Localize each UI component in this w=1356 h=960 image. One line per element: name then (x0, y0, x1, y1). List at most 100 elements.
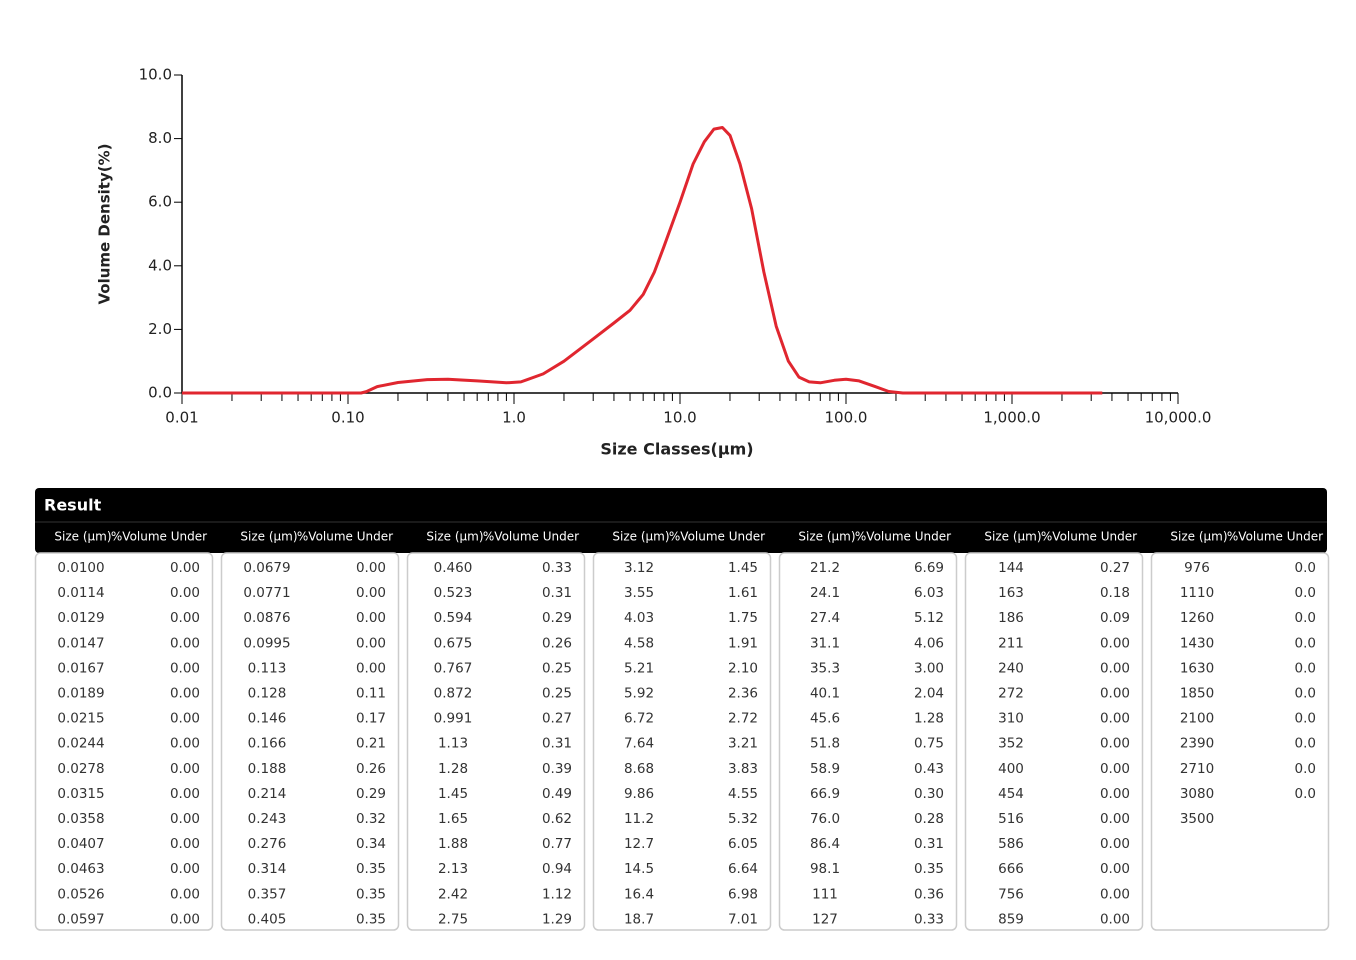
table-group-box (406, 552, 586, 931)
size-cell: 6.72 (624, 711, 654, 727)
volume-cell: 0.77 (542, 836, 572, 852)
size-cell: 0.276 (248, 836, 287, 852)
x-tick-label: 10.0 (663, 409, 696, 427)
volume-cell: 0.00 (356, 660, 386, 676)
volume-cell: 0.49 (542, 786, 572, 802)
volume-cell: 0.00 (170, 836, 200, 852)
size-cell: 0.460 (434, 560, 473, 576)
size-cell: 5.21 (624, 660, 654, 676)
size-cell: 0.0679 (243, 560, 290, 576)
volume-cell: 2.10 (728, 660, 758, 676)
size-cell: 0.0114 (57, 585, 104, 601)
column-header: %Volume Under (1227, 530, 1323, 544)
size-cell: 66.9 (810, 786, 840, 802)
size-cell: 3.55 (624, 585, 654, 601)
y-tick-label: 0.0 (148, 384, 172, 402)
volume-cell: 0.0 (1295, 585, 1316, 601)
volume-cell: 6.03 (914, 585, 944, 601)
size-cell: 7.64 (624, 736, 654, 752)
size-cell: 0.0215 (57, 711, 104, 727)
size-cell: 86.4 (810, 836, 840, 852)
size-cell: 0.0597 (57, 911, 104, 927)
volume-cell: 0.09 (1100, 610, 1130, 626)
volume-cell: 0.00 (170, 560, 200, 576)
column-header: Size (μm) (798, 530, 855, 544)
size-cell: 76.0 (810, 811, 840, 827)
size-cell: 0.0129 (57, 610, 104, 626)
column-header: Size (μm) (1170, 530, 1227, 544)
volume-cell: 0.43 (914, 761, 944, 777)
size-cell: 976 (1184, 560, 1210, 576)
volume-cell: 0.00 (170, 686, 200, 702)
volume-cell: 0.00 (356, 610, 386, 626)
x-axis-title: Size Classes(μm) (600, 440, 753, 459)
y-axis-title: Volume Density(%) (96, 143, 114, 304)
volume-cell: 0.00 (170, 886, 200, 902)
y-tick-label: 2.0 (148, 320, 172, 338)
size-cell: 3.12 (624, 560, 654, 576)
volume-cell: 0.34 (356, 836, 386, 852)
volume-cell: 0.00 (170, 660, 200, 676)
volume-cell: 0.31 (542, 585, 572, 601)
size-cell: 272 (998, 686, 1024, 702)
size-cell: 0.314 (248, 861, 287, 877)
size-cell: 1260 (1180, 610, 1214, 626)
size-cell: 11.2 (624, 811, 654, 827)
size-cell: 18.7 (624, 911, 654, 927)
volume-cell: 0.00 (1100, 836, 1130, 852)
volume-cell: 0.00 (170, 585, 200, 601)
x-tick-label: 1.0 (502, 409, 526, 427)
size-cell: 1.65 (438, 811, 468, 827)
size-cell: 186 (998, 610, 1024, 626)
size-cell: 1.13 (438, 736, 468, 752)
column-header: %Volume Under (483, 530, 579, 544)
size-cell: 3500 (1180, 811, 1214, 827)
size-cell: 51.8 (810, 736, 840, 752)
column-header: %Volume Under (855, 530, 951, 544)
y-tick-label: 4.0 (148, 256, 172, 274)
volume-cell: 0.21 (356, 736, 386, 752)
volume-cell: 0.75 (914, 736, 944, 752)
size-cell: 0.0244 (57, 736, 104, 752)
size-cell: 0.166 (248, 736, 287, 752)
volume-cell: 0.25 (542, 686, 572, 702)
volume-cell: 0.18 (1100, 585, 1130, 601)
volume-cell: 2.36 (728, 686, 758, 702)
size-cell: 0.0526 (57, 886, 104, 902)
volume-cell: 0.29 (542, 610, 572, 626)
volume-cell: 1.75 (728, 610, 758, 626)
volume-cell: 3.21 (728, 736, 758, 752)
size-cell: 98.1 (810, 861, 840, 877)
size-cell: 0.0100 (57, 560, 104, 576)
volume-cell: 0.0 (1295, 635, 1316, 651)
volume-cell: 0.00 (170, 761, 200, 777)
size-cell: 1.45 (438, 786, 468, 802)
size-cell: 400 (998, 761, 1024, 777)
volume-cell: 0.00 (170, 610, 200, 626)
volume-cell: 6.05 (728, 836, 758, 852)
volume-cell: 1.28 (914, 711, 944, 727)
size-cell: 454 (998, 786, 1024, 802)
volume-cell: 0.32 (356, 811, 386, 827)
size-cell: 0.0876 (243, 610, 290, 626)
volume-cell: 0.27 (542, 711, 572, 727)
volume-cell: 0.00 (1100, 886, 1130, 902)
size-cell: 45.6 (810, 711, 840, 727)
size-cell: 0.146 (248, 711, 287, 727)
volume-cell: 0.0 (1295, 610, 1316, 626)
size-cell: 0.113 (248, 660, 287, 676)
volume-cell: 0.31 (914, 836, 944, 852)
volume-cell: 0.35 (914, 861, 944, 877)
volume-cell: 0.31 (542, 736, 572, 752)
size-cell: 12.7 (624, 836, 654, 852)
size-cell: 0.0995 (243, 635, 290, 651)
column-header: %Volume Under (1041, 530, 1137, 544)
volume-cell: 4.55 (728, 786, 758, 802)
size-cell: 111 (812, 886, 838, 902)
size-cell: 127 (812, 911, 838, 927)
size-cell: 516 (998, 811, 1024, 827)
volume-cell: 0.35 (356, 861, 386, 877)
x-tick-label: 0.10 (331, 409, 364, 427)
volume-cell: 0.0 (1295, 660, 1316, 676)
volume-cell: 1.91 (728, 635, 758, 651)
